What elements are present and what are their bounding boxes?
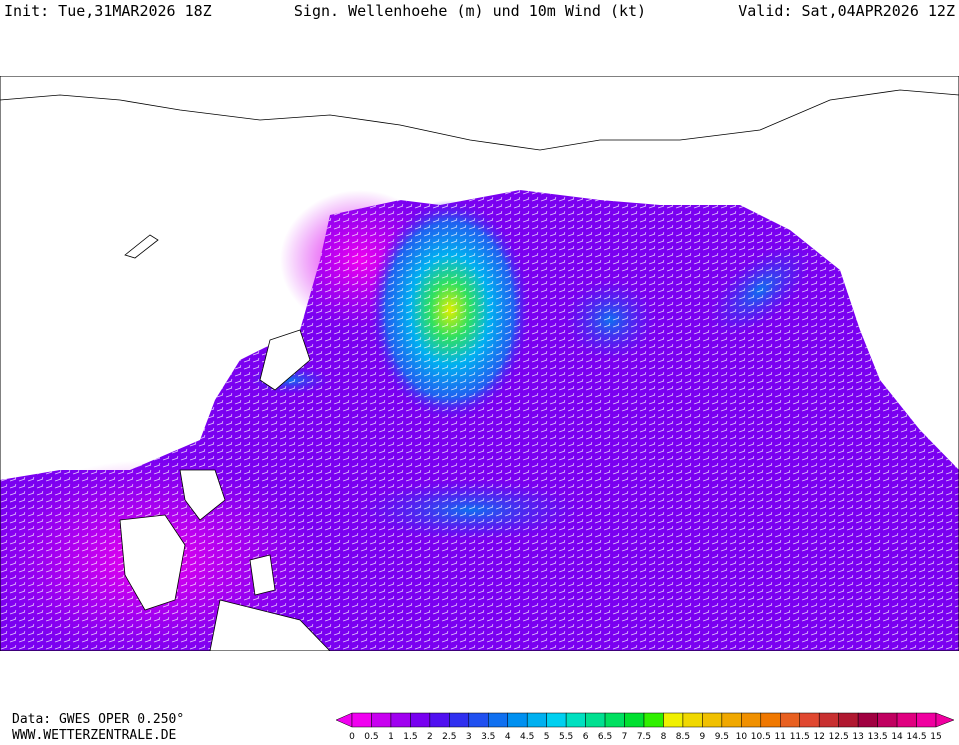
scale-box [877, 712, 898, 728]
scale-box [546, 712, 567, 728]
scale-label: 10 [736, 732, 748, 741]
scale-label: 2 [427, 732, 433, 741]
scale-box [896, 712, 917, 728]
scale-label: 5 [544, 732, 550, 741]
scale-label: 3 [466, 732, 472, 741]
scale-label: 3.5 [481, 732, 495, 741]
scale-box [799, 712, 820, 728]
scale-label: 14 [891, 732, 903, 741]
scale-box [468, 712, 489, 728]
scale-box [390, 712, 411, 728]
scale-box [410, 712, 431, 728]
scale-label: 14.5 [907, 732, 927, 741]
scale-arrow-low [335, 712, 353, 728]
scale-box [565, 712, 586, 728]
color-scale: 0 0.5 1 1.5 2 2.5 3 3.5 4 4.5 5 5.5 6 6.5 7 7.5 8 8.5 9 9.5… [335, 712, 955, 742]
scale-label: 12 [813, 732, 824, 741]
scale-box [624, 712, 645, 728]
scale-box [857, 712, 878, 728]
scale-label: 2.5 [442, 732, 456, 741]
scale-box [371, 712, 392, 728]
scale-label: 13.5 [868, 732, 888, 741]
scale-label: 7.5 [637, 732, 651, 741]
scale-box [351, 712, 372, 728]
scale-box [818, 712, 839, 728]
scale-box [643, 712, 664, 728]
website: WWW.WETTERZENTRALE.DE [12, 728, 176, 741]
scale-box [663, 712, 684, 728]
valid-time: Valid: Sat,04APR2026 12Z [738, 2, 955, 20]
init-time: Init: Tue,31MAR2026 18Z [4, 2, 212, 20]
scale-box [741, 712, 762, 728]
scale-label: 8.5 [676, 732, 690, 741]
scale-box [702, 712, 723, 728]
map-title: Sign. Wellenhoehe (m) und 10m Wind (kt) [294, 2, 646, 20]
scale-arrow-high [935, 712, 955, 728]
data-source: Data: GWES OPER 0.250° [12, 712, 184, 727]
scale-label: 12.5 [829, 732, 849, 741]
scale-box [604, 712, 625, 728]
scale-box [780, 712, 800, 728]
scale-label: 8 [661, 732, 667, 741]
scale-box [916, 712, 937, 728]
scale-label: 15 [930, 732, 941, 741]
scale-label: 6 [583, 732, 589, 741]
scale-box [585, 712, 606, 728]
scale-box [526, 712, 547, 728]
scale-box [721, 712, 742, 728]
scale-label: 9.5 [715, 732, 729, 741]
scale-label: 9 [700, 732, 706, 741]
scale-label: 0 [349, 732, 355, 741]
scale-label: 0.5 [364, 732, 378, 741]
scale-label: 13 [852, 732, 863, 741]
scale-box [429, 712, 450, 728]
scale-label: 4.5 [520, 732, 534, 741]
scale-box [449, 712, 470, 728]
scale-box [682, 712, 703, 728]
scale-label: 10.5 [751, 732, 771, 741]
scale-label: 6.5 [598, 732, 612, 741]
scale-box [838, 712, 859, 728]
scale-label: 11 [775, 732, 786, 741]
scale-label: 1 [388, 732, 394, 741]
scale-box [488, 712, 508, 728]
scale-box [507, 712, 528, 728]
scale-label: 5.5 [559, 732, 573, 741]
scale-box [760, 712, 781, 728]
scale-label: 1.5 [403, 732, 417, 741]
scale-label: 4 [505, 732, 511, 741]
scale-label: 7 [622, 732, 628, 741]
scale-label: 11.5 [790, 732, 810, 741]
map-area [0, 76, 959, 651]
